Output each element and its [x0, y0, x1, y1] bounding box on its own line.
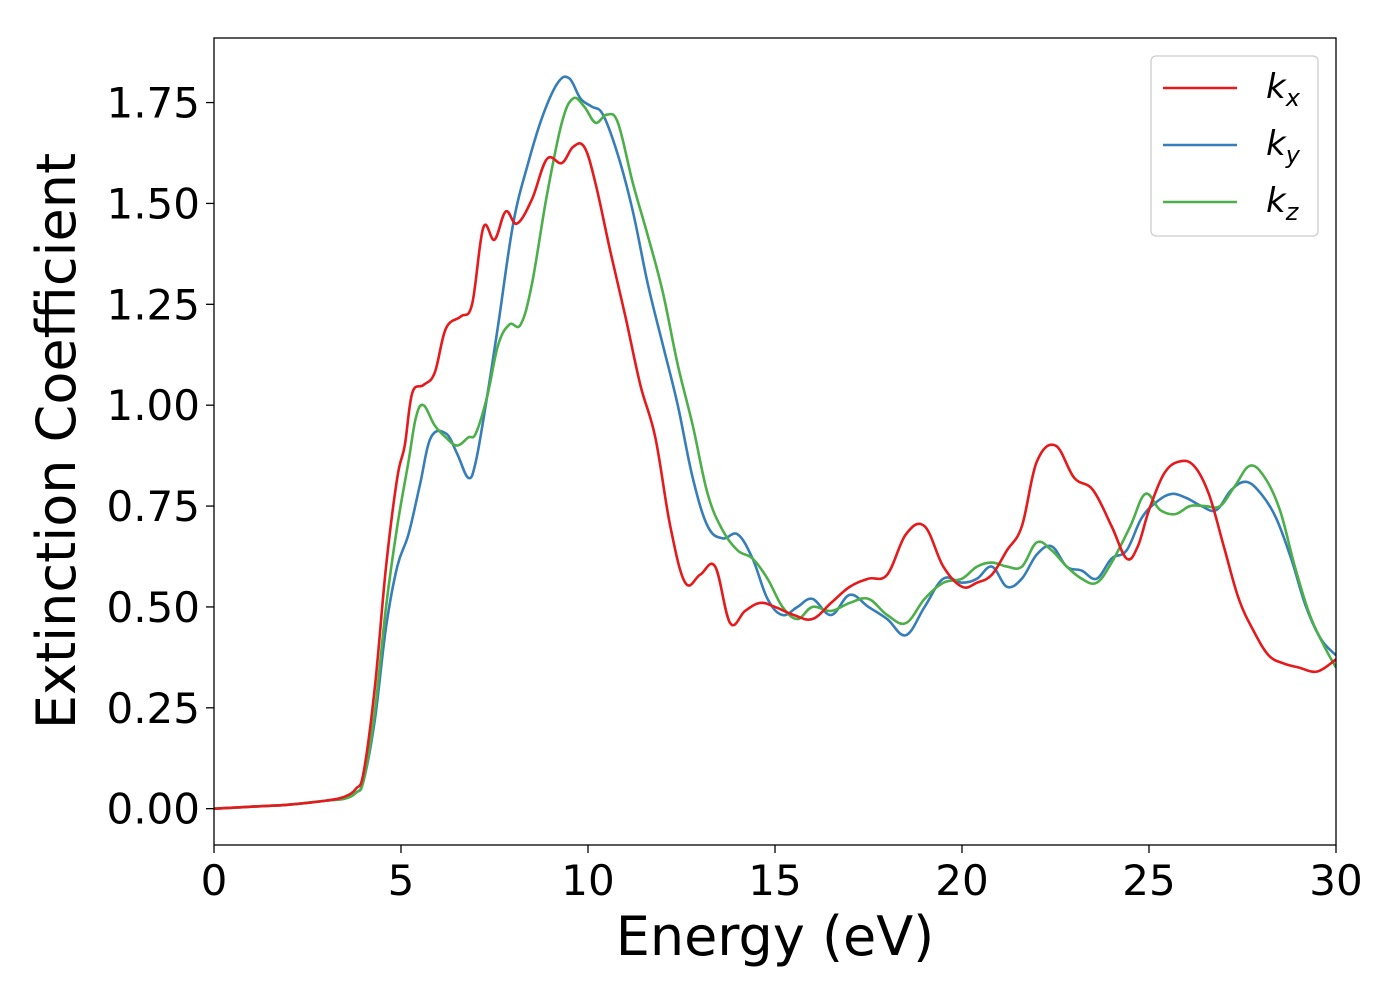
x-tick-label: 25	[1122, 856, 1175, 905]
plot-area	[214, 75, 1336, 810]
y-tick-label: 1.50	[106, 179, 200, 228]
y-tick-label: 0.25	[106, 684, 200, 733]
x-tick-label: 20	[935, 856, 988, 905]
x-tick-label: 15	[748, 856, 801, 905]
y-tick-label: 1.25	[106, 280, 200, 329]
legend-label-k-z: kz	[1266, 181, 1300, 226]
x-tick-label: 0	[201, 856, 228, 905]
y-tick-label: 0.75	[106, 482, 200, 531]
x-axis-label: Energy (eV)	[616, 905, 935, 968]
x-tick-label: 30	[1309, 856, 1362, 905]
series-line-k-z	[214, 96, 1336, 810]
legend: kx ky kz	[1150, 55, 1319, 237]
axes: 0 5 10 15 20 25 30 0.00 0.25 0.50 0.75 1.00 1.25 1.50…	[106, 37, 1363, 905]
y-tick-label: 1.75	[106, 79, 200, 128]
x-tick-label: 5	[388, 856, 415, 905]
series-line-k-x	[214, 142, 1336, 810]
x-tick-label: 10	[561, 856, 614, 905]
legend-label-k-y: ky	[1266, 124, 1301, 169]
y-axis-label: Extinction Coefficient	[25, 153, 88, 729]
y-tick-label: 1.00	[106, 381, 200, 430]
y-tick-label: 0.00	[106, 785, 200, 834]
y-tick-label: 0.50	[106, 583, 200, 632]
legend-label-k-x: kx	[1266, 67, 1301, 112]
